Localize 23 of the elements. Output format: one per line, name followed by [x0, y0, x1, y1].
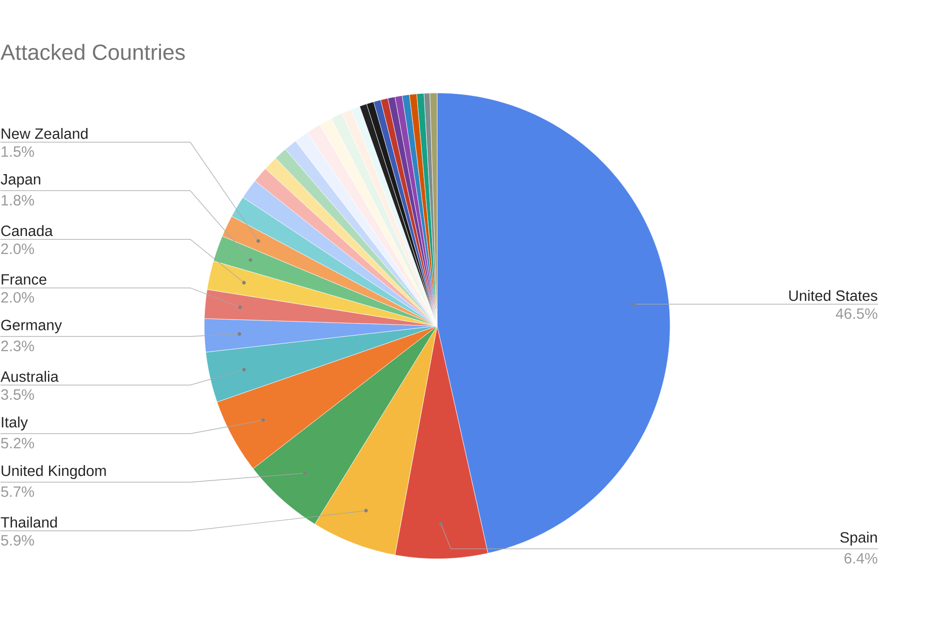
data-label: 6.4%	[844, 553, 878, 564]
slice-label: Spain	[840, 532, 877, 546]
data-label: 5.7%	[1, 486, 34, 498]
slice-label: Germany	[1, 320, 62, 334]
slice-label: Japan	[0, 174, 40, 188]
slice-label: New Zealand	[2, 128, 88, 140]
data-label: 3.5%	[1, 389, 34, 400]
data-label: 46.5%	[836, 308, 878, 320]
slice-label: Thailand	[0, 516, 57, 528]
data-label: 1.8%	[2, 195, 34, 206]
slice-label: Canada	[1, 225, 53, 236]
data-label: 2.0%	[1, 244, 34, 254]
slice-label: United Kingdom	[2, 465, 106, 480]
slice-label: Italy	[2, 416, 28, 431]
slice-label: Australia	[0, 371, 59, 382]
slice-label: France	[2, 274, 46, 285]
data-label: 2.3%	[1, 340, 34, 352]
chart-title: Attacked Countries	[0, 44, 185, 60]
data-label: 5.9%	[1, 535, 34, 546]
data-label: 5.2%	[1, 438, 34, 449]
data-label: 1.5%	[2, 146, 34, 157]
slice-label: United States	[789, 290, 878, 302]
data-label: 2.0%	[1, 292, 34, 303]
